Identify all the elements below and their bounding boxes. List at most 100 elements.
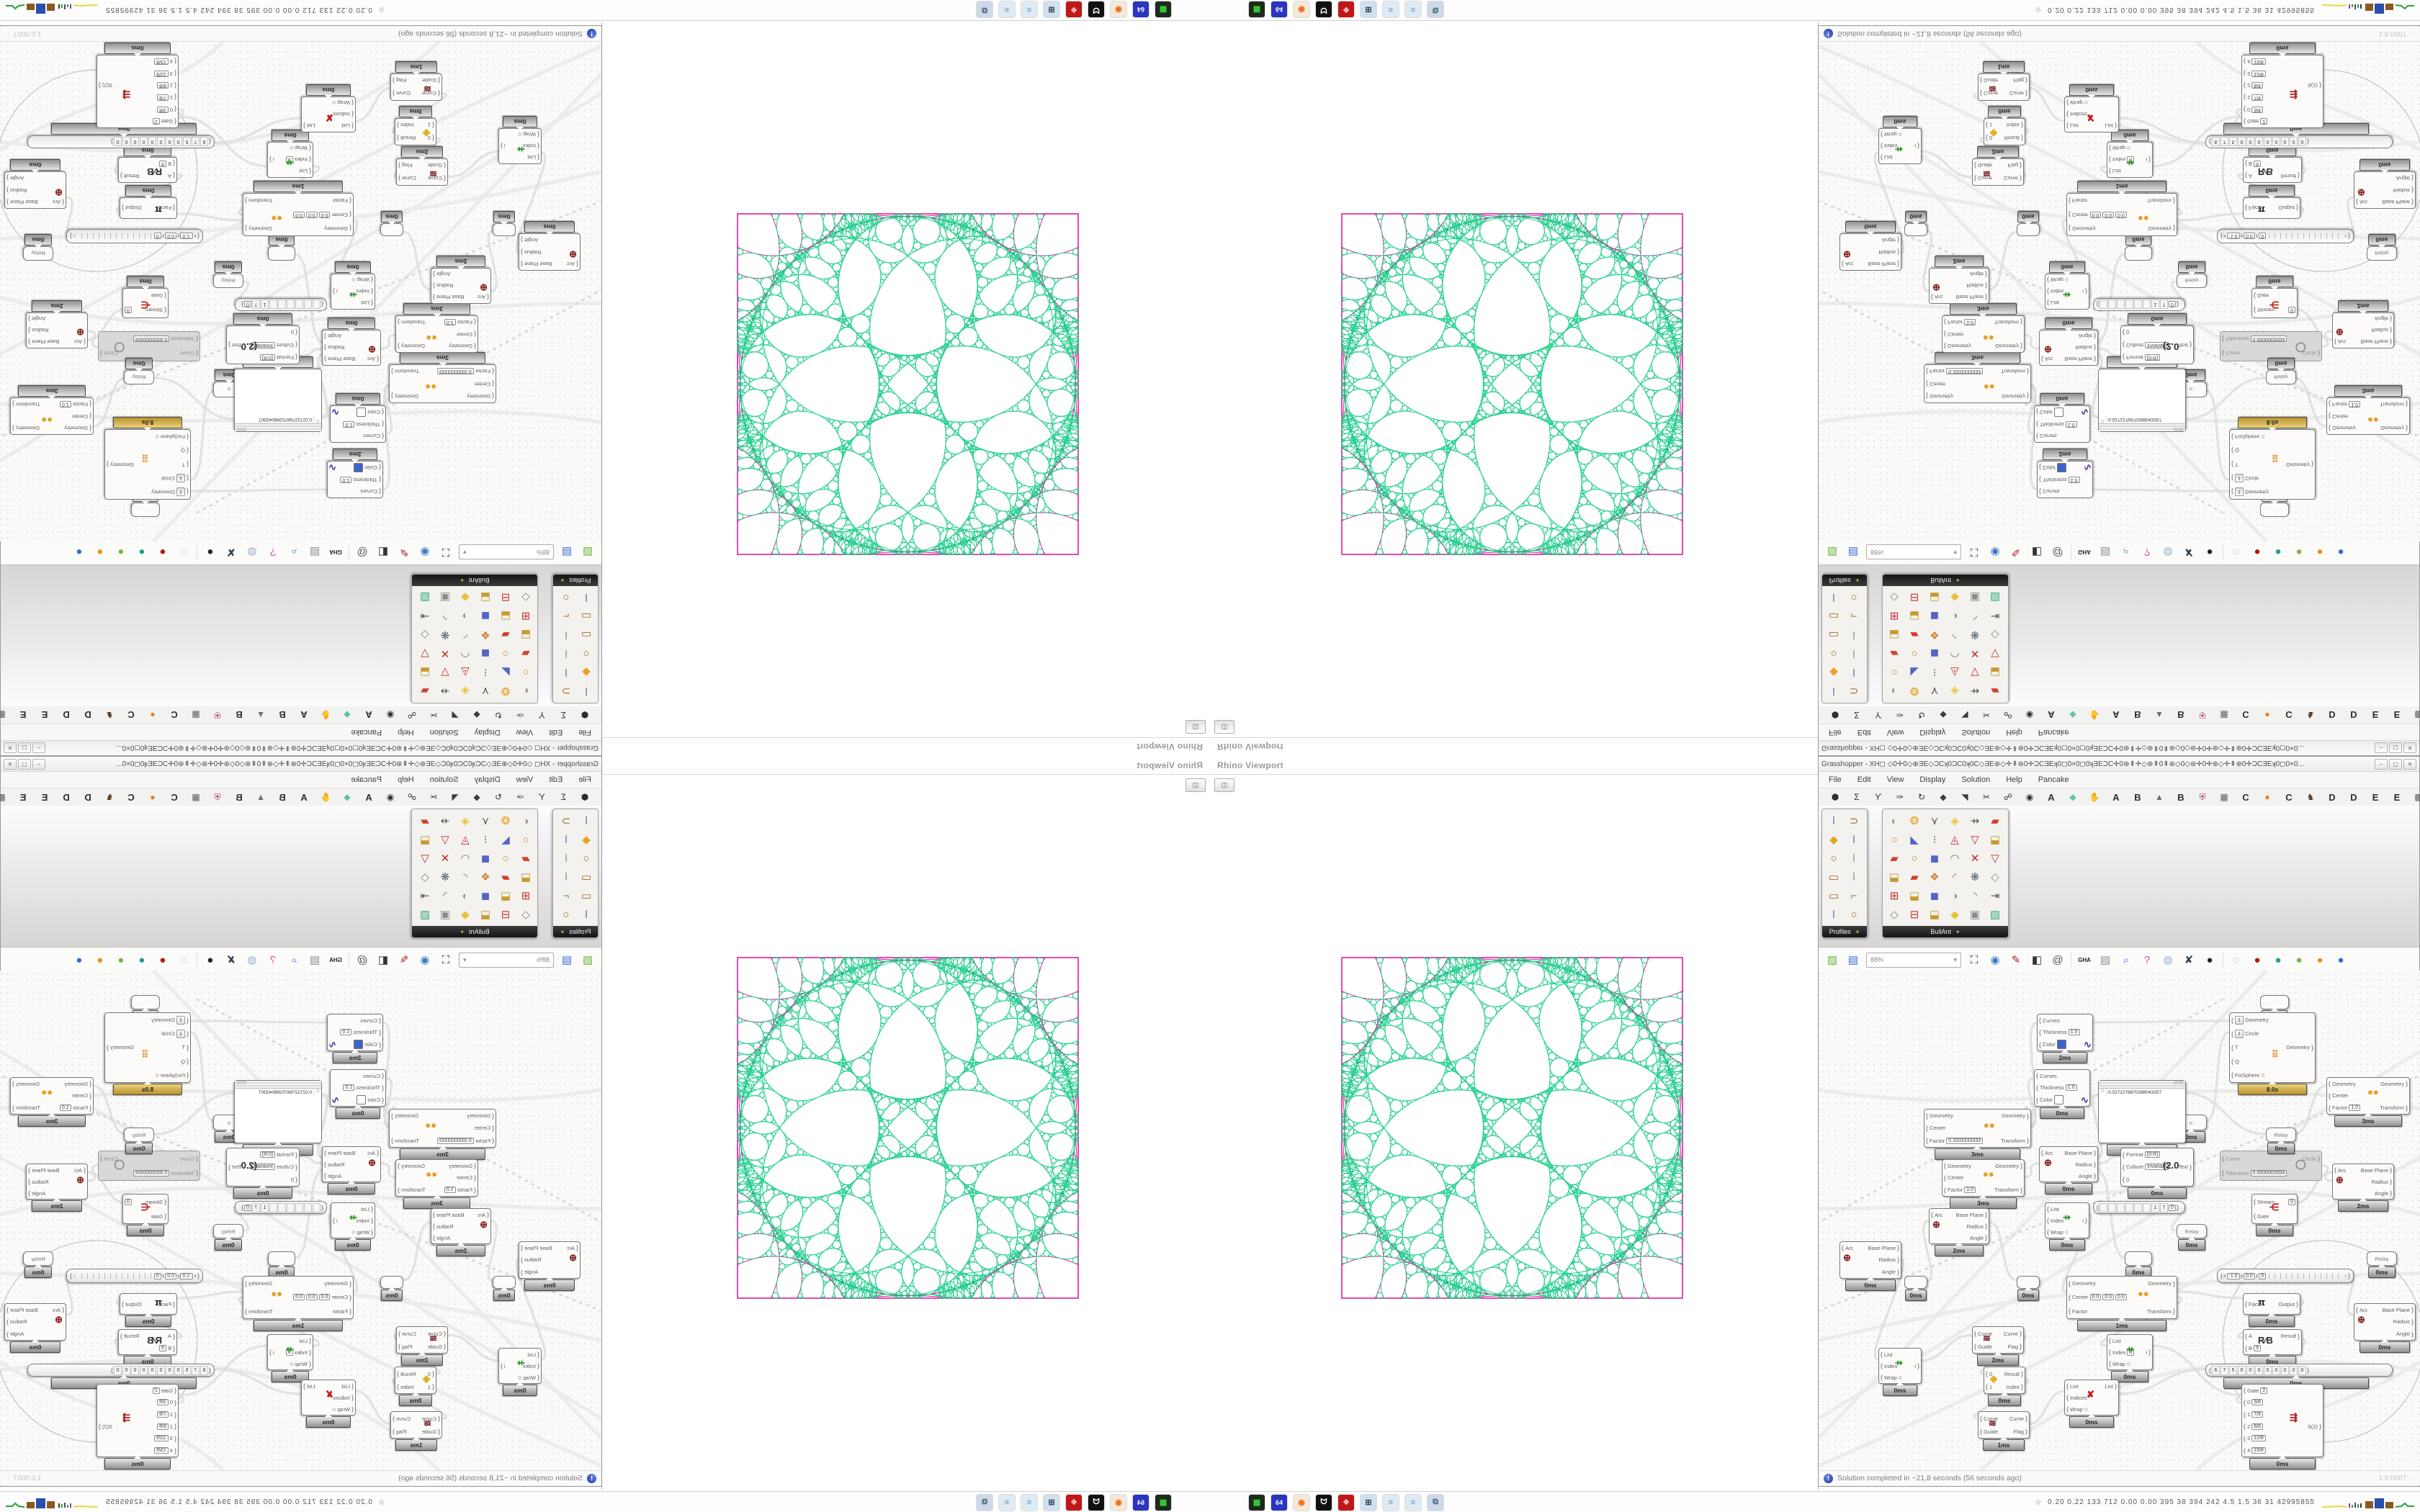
palette-icon-bullant-9[interactable]: ◬ (1950, 666, 1959, 678)
palette-icon-bullant-1[interactable]: ❂ (501, 815, 511, 827)
palette-icon-bullant-27[interactable]: ◑ (1951, 889, 1958, 902)
sketch-pen-icon[interactable]: ✎ (2011, 954, 2021, 966)
surface-tab[interactable]: ◆ (1940, 710, 1947, 720)
menu-item-file[interactable]: File (1829, 728, 1842, 737)
palette-icon-bullant-34[interactable]: ▣ (1969, 591, 1981, 603)
plugin-tab-icon-8[interactable]: ▦ (2220, 792, 2228, 802)
gh-node-circle-pack-cluster[interactable]: (⇧ Geometry(⇩ Circle(T Geometry)(Q(FixSpher… (104, 1012, 191, 1083)
cam-sphere-dark-icon[interactable]: ● (207, 546, 214, 559)
menu-item-view[interactable]: View (1886, 728, 1904, 737)
taskbar-icon-documents[interactable]: ⧉ (977, 1494, 992, 1511)
gh-node-md-slider[interactable]: (x -1.0 y 0.0 z 0 ○) (66, 229, 203, 243)
gha-icon[interactable]: GHA (2078, 549, 2091, 556)
plugin-tab-e-15[interactable]: E (2372, 791, 2379, 803)
sets-tab[interactable]: Ƴ (1875, 792, 1882, 802)
plugin-tab-icon-5[interactable]: ▲ (2155, 710, 2164, 720)
taskbar-icon-firefox[interactable]: ◉ (1294, 1, 1309, 18)
display-tab[interactable]: ◉ (2025, 792, 2034, 802)
save-icon[interactable]: ▤ (1847, 954, 1859, 966)
gh-node-division-node[interactable]: (A Result)(B 9 R∕B (118, 1329, 177, 1355)
intersect-tab[interactable]: ✂ (1982, 792, 1991, 802)
plugin-tab-icon-1[interactable]: ◆ (344, 710, 351, 720)
open-file-icon[interactable]: ▨ (1827, 954, 1838, 966)
palette-icon-bullant-18[interactable]: ⬓ (1888, 871, 1900, 883)
menu-item-file[interactable]: File (578, 728, 591, 737)
palette-icon-bullant-26[interactable]: ◼ (1930, 890, 1940, 902)
plugin-tab-b-4[interactable]: B (279, 791, 286, 803)
plugin-tab-a-3[interactable]: A (300, 791, 308, 803)
palette-icon-bullant-13[interactable]: ○ (1911, 852, 1918, 865)
gh-node-deconstruct-arc-c[interactable]: (Arc Base Plane) Radius) Angle) ⊕ (431, 268, 491, 304)
palette-icon-bullant-20[interactable]: ❖ (1930, 871, 1940, 883)
palette-icon-bullant-29[interactable]: ⇥ (1990, 610, 2000, 622)
palette-icon-bullant-17[interactable]: ▽ (1991, 852, 1999, 865)
palette-icon-bullant-8[interactable]: ⁝ (483, 834, 488, 846)
resize-grip[interactable]: ∷ (4, 1474, 9, 1482)
menu-item-file[interactable]: File (1829, 775, 1842, 784)
gh-node-flip-curve-2[interactable]: (Curve Curve)(Guide Flag) ≋ (390, 1411, 442, 1439)
menu-item-file[interactable]: File (578, 775, 591, 784)
palette-icon-bullant-30[interactable]: ◇ (521, 591, 530, 603)
palette-icon-profiles-11[interactable]: ○ (1850, 908, 1857, 921)
gh-node-slider-170[interactable]: (1 7 0) (2093, 1201, 2185, 1214)
maths-tab[interactable]: Σ (560, 792, 566, 802)
plugin-tab-b-6[interactable]: B (236, 709, 243, 721)
notes-icon[interactable]: ▤ (309, 954, 321, 966)
palette-icon-bullant-28[interactable]: ◝ (443, 610, 447, 622)
palette-icon-profiles-6[interactable]: ▭ (581, 871, 592, 883)
plugin-tab-e-16[interactable]: E (2393, 791, 2401, 803)
palette-icon-bullant-5[interactable]: ▰ (421, 685, 429, 697)
preview-ball-blue-icon[interactable]: ● (2337, 546, 2344, 559)
palette-icon-bullant-25[interactable]: ⬓ (1909, 890, 1920, 902)
plugin-tab-c-9[interactable]: C (2242, 709, 2249, 721)
taskbar-icon-monitor[interactable]: ▦ (1155, 1, 1171, 18)
resize-grip[interactable]: ∷ (4, 30, 9, 38)
cam-sphere-red-icon[interactable]: ● (2254, 546, 2261, 559)
taskbar-icon-notepad-2[interactable]: ≡ (1405, 1, 1421, 18)
maximize-button[interactable]: ▢ (2389, 742, 2402, 754)
gh-node-deconstruct-arc-c[interactable]: (Arc Base Plane) Radius) Angle) ⊕ (431, 1208, 491, 1244)
display-tab[interactable]: ◉ (386, 710, 395, 720)
grasshopper-titlebar[interactable]: Grasshopper - XH◻ ◇0✛0◇⊕ƎE◇ƆCʞ0ƆC0ʞ0C◇ƎE… (1819, 757, 2419, 772)
palette-icon-bullant-35[interactable]: ▧ (1989, 591, 2001, 603)
palette-icon-profiles-11[interactable]: ○ (1850, 591, 1857, 604)
menu-item-view[interactable]: View (516, 775, 534, 784)
node-canvas[interactable]: 16ms(Curves(Thickness1.0(Color∿2ms(Curve… (1819, 42, 2420, 541)
palette-icon-profiles-4[interactable]: ○ (583, 647, 590, 660)
gh-node-pi-node[interactable]: (Factor Output) π (120, 1293, 177, 1315)
taskbar-icon-floppy-64[interactable]: 64 (1133, 1494, 1149, 1511)
close-button[interactable]: ✕ (2403, 742, 2416, 754)
remote-at-icon[interactable]: @ (357, 953, 368, 966)
palette-icon-bullant-7[interactable]: ◣ (1910, 666, 1919, 678)
plugin-tab-icon-10[interactable]: ● (2264, 792, 2270, 802)
zoom-select[interactable]: 88% ▾ (1866, 952, 1961, 968)
gh-node-number-panel[interactable]: {0;0} 0 0.0272276870288043307 (234, 369, 322, 432)
preview-ball-green-icon[interactable]: ● (2295, 953, 2303, 966)
gh-node-gate-select[interactable]: (Gate 2(0 3/8(1 7/8(2 8/8 S(2))(3 12/8(4 15/8 ⇶ (97, 55, 179, 128)
gh-node-scale-one-third[interactable]: (Geometry Geometry)(Center(Factor 0.333333… (389, 364, 496, 403)
palette-icon-bullant-10[interactable]: ▽ (441, 834, 449, 846)
gh-node-relay-top[interactable]: Relay (124, 370, 154, 384)
cam-sphere-red-icon[interactable]: ● (159, 546, 166, 559)
plugin-tab-icon-7[interactable]: ⛨ (2199, 710, 2206, 721)
menu-item-help[interactable]: Help (398, 775, 414, 784)
menu-item-edit[interactable]: Edit (1857, 775, 1871, 784)
palette-icon-bullant-13[interactable]: ○ (502, 647, 509, 660)
plugin-tab-d-14[interactable]: D (2350, 709, 2357, 721)
cam-sphere-wire-icon[interactable]: ◌ (2233, 546, 2240, 559)
plugin-tab-a-3[interactable]: A (300, 709, 308, 721)
plugin-tab-icon-12[interactable]: ♞ (105, 710, 114, 720)
plugin-tab-e-16[interactable]: E (2393, 709, 2401, 721)
palette-icon-bullant-6[interactable]: ○ (522, 833, 529, 846)
palette-icon-bullant-24[interactable]: ⊞ (1889, 890, 1899, 902)
gh-node-scale-c[interactable]: (Geometry Geometry)(Center(Factor 1.0 Trans… (10, 397, 94, 435)
gh-node-gate-select[interactable]: (Gate 2(0 3/8(1 7/8(2 8/8 S(2))(3 12/8(4 15/8 ⇶ (97, 1384, 179, 1457)
gh-node-md-slider[interactable]: (x -1.0 y 0.0 z 0 ○) (66, 1269, 203, 1283)
gh-node-scale-b[interactable]: (Geometry Geometry)(Center(Factor 1.0 Trans… (395, 1159, 478, 1197)
palette-icon-bullant-5[interactable]: ▰ (1991, 685, 1999, 697)
palette-icon-bullant-24[interactable]: ⊞ (521, 610, 531, 622)
palette-icon-bullant-22[interactable]: ❋ (1970, 871, 1980, 883)
palette-icon-profiles-7[interactable]: Ⅰ (564, 629, 568, 641)
palette-icon-profiles-1[interactable]: ⊃ (1849, 685, 1859, 697)
gh-node-scale-one-third[interactable]: (Geometry Geometry)(Center(Factor 0.333333… (1924, 1109, 2031, 1148)
